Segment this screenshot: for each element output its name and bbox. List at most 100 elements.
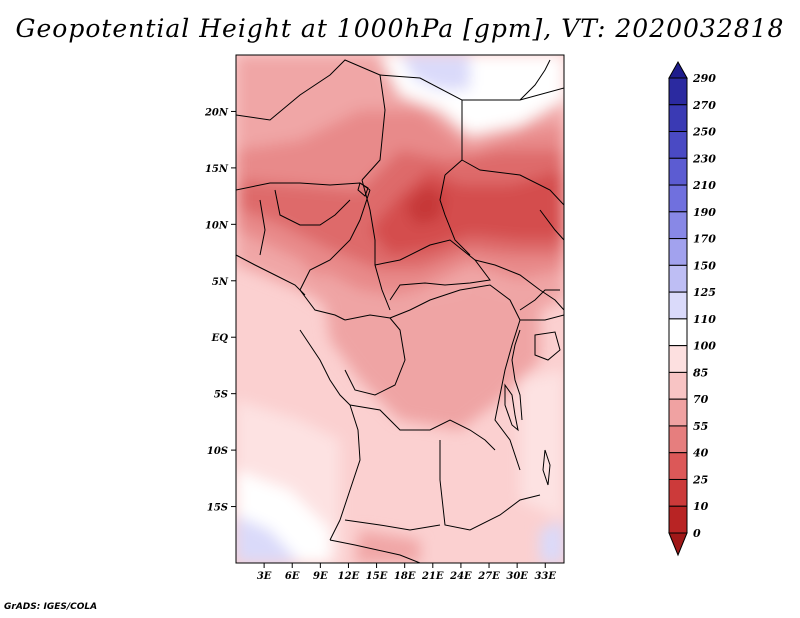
country-borders: [236, 59, 564, 563]
field-band-blue-n: [400, 55, 470, 90]
colorbar-label: 190: [693, 206, 716, 219]
border-zambia: [439, 440, 541, 531]
field-band-white-ne: [470, 55, 564, 100]
colorbar-label: 170: [693, 233, 716, 246]
colorbar-label: 110: [693, 313, 716, 326]
lat-label: 20N: [204, 107, 229, 118]
border-drc-east: [494, 319, 521, 471]
lon-label: 33E: [534, 571, 556, 582]
colorbar-bin: [668, 425, 688, 454]
colorbar-bin: [668, 291, 688, 320]
colorbar-label: 100: [693, 340, 716, 353]
lake-chad: [357, 182, 369, 197]
lat-label: 5S: [214, 390, 228, 401]
border-west-africa: [236, 254, 306, 296]
border-tanzania: [520, 314, 564, 321]
border-ethiopia: [539, 209, 564, 241]
colorbar-bin: [668, 398, 688, 427]
colorbar-bin: [668, 505, 688, 534]
border-angola-south: [344, 519, 441, 531]
lon-label: 30E: [506, 571, 528, 582]
lat-label: 10S: [207, 446, 228, 457]
field-band-blue-se: [540, 520, 564, 563]
field-patch-interior: [320, 270, 540, 430]
lon-label: 12E: [338, 571, 360, 582]
lon-label: 27E: [477, 571, 500, 582]
border-congo: [344, 314, 406, 396]
field-band-25: [370, 170, 564, 255]
lon-label: 9E: [313, 571, 328, 582]
border-north-west: [236, 59, 386, 181]
lat-label: 5N: [212, 277, 229, 288]
lon-label: 15E: [366, 571, 388, 582]
colorbar-label: 250: [692, 126, 716, 139]
colorbar-bin: [668, 452, 688, 480]
lon-label: 18E: [394, 571, 416, 582]
lat-label: 15S: [207, 503, 228, 514]
border-car: [374, 239, 491, 301]
colorbar-label: 70: [693, 393, 709, 406]
border-sudan-east: [461, 159, 564, 206]
map-frame: [235, 54, 565, 564]
lon-label: 6E: [285, 571, 300, 582]
border-nigeria: [259, 189, 351, 256]
border-cameroon: [299, 189, 371, 321]
colorbar-bin: [668, 345, 688, 373]
colorbar-label: 125: [693, 286, 716, 299]
lake-tanganyika: [504, 383, 519, 432]
lon-label: 21E: [421, 571, 444, 582]
lat-label: 15N: [205, 164, 229, 175]
colorbar-bin: [668, 184, 688, 213]
colorbar-bin: [668, 157, 688, 186]
colorbar-bin: [668, 131, 688, 159]
lon-label: 24E: [449, 571, 472, 582]
border-kenya-uganda: [519, 289, 560, 311]
colorbar-label: 55: [693, 420, 708, 433]
field-band-blue-sw: [236, 515, 300, 563]
colorbar-label: 270: [692, 99, 716, 112]
colorbar-bin: [668, 371, 688, 400]
colorbar-bin: [668, 77, 688, 106]
colorbar-label: 40: [693, 447, 709, 460]
lat-label: EQ: [211, 333, 229, 344]
border-south-africa: [329, 539, 421, 563]
border-coast-gabon: [299, 329, 351, 406]
colorbar-bottom-arrow: [668, 532, 688, 557]
border-nile: [511, 329, 523, 421]
colorbar-label: 290: [692, 72, 716, 85]
lat-label: 10N: [205, 220, 229, 231]
colorbar-label: 0: [693, 527, 701, 540]
horn-coast: [539, 289, 564, 311]
colorbar-bin: [668, 264, 688, 293]
map-title: Geopotential Height at 1000hPa [gpm], VT…: [15, 14, 785, 43]
field-band-10: [405, 185, 445, 225]
colorbar-label: 10: [693, 500, 709, 513]
colorbar-label: 210: [692, 179, 716, 192]
colorbar-bin: [668, 211, 688, 240]
colorbar-label: 85: [693, 366, 708, 379]
border-coast-angola: [329, 404, 361, 541]
longitude-axis: 3E 6E 9E 12E 15E 18E 21E 24E 27E 30E 33E: [257, 563, 556, 582]
colorbar-bin: [668, 238, 688, 266]
grads-credit: GrADS: IGES/COLA: [4, 602, 98, 612]
colorbar-top-arrow: [668, 60, 688, 79]
height-field: [236, 55, 564, 563]
field-band-east-light: [520, 370, 564, 520]
colorbar: 2902702502302101901701501251101008570554…: [668, 60, 716, 557]
colorbar-label: 230: [692, 152, 716, 165]
colorbar-bin: [668, 104, 688, 133]
lake-victoria: [534, 331, 561, 361]
border-angola-drc: [349, 404, 496, 451]
colorbar-bin: [668, 478, 688, 507]
colorbar-label: 150: [693, 259, 716, 272]
red-sea-coast: [519, 59, 551, 101]
colorbar-label: 25: [692, 473, 708, 486]
lake-malawi: [542, 449, 551, 486]
field-band-south-dark: [355, 530, 420, 563]
border-drc-north: [389, 284, 521, 321]
colorbar-bin: [668, 318, 688, 347]
latitude-axis: 20N 15N 10N 5N EQ 5S 10S 15S: [204, 107, 236, 514]
border-chad-sudan: [439, 174, 471, 256]
lon-label: 3E: [257, 571, 272, 582]
